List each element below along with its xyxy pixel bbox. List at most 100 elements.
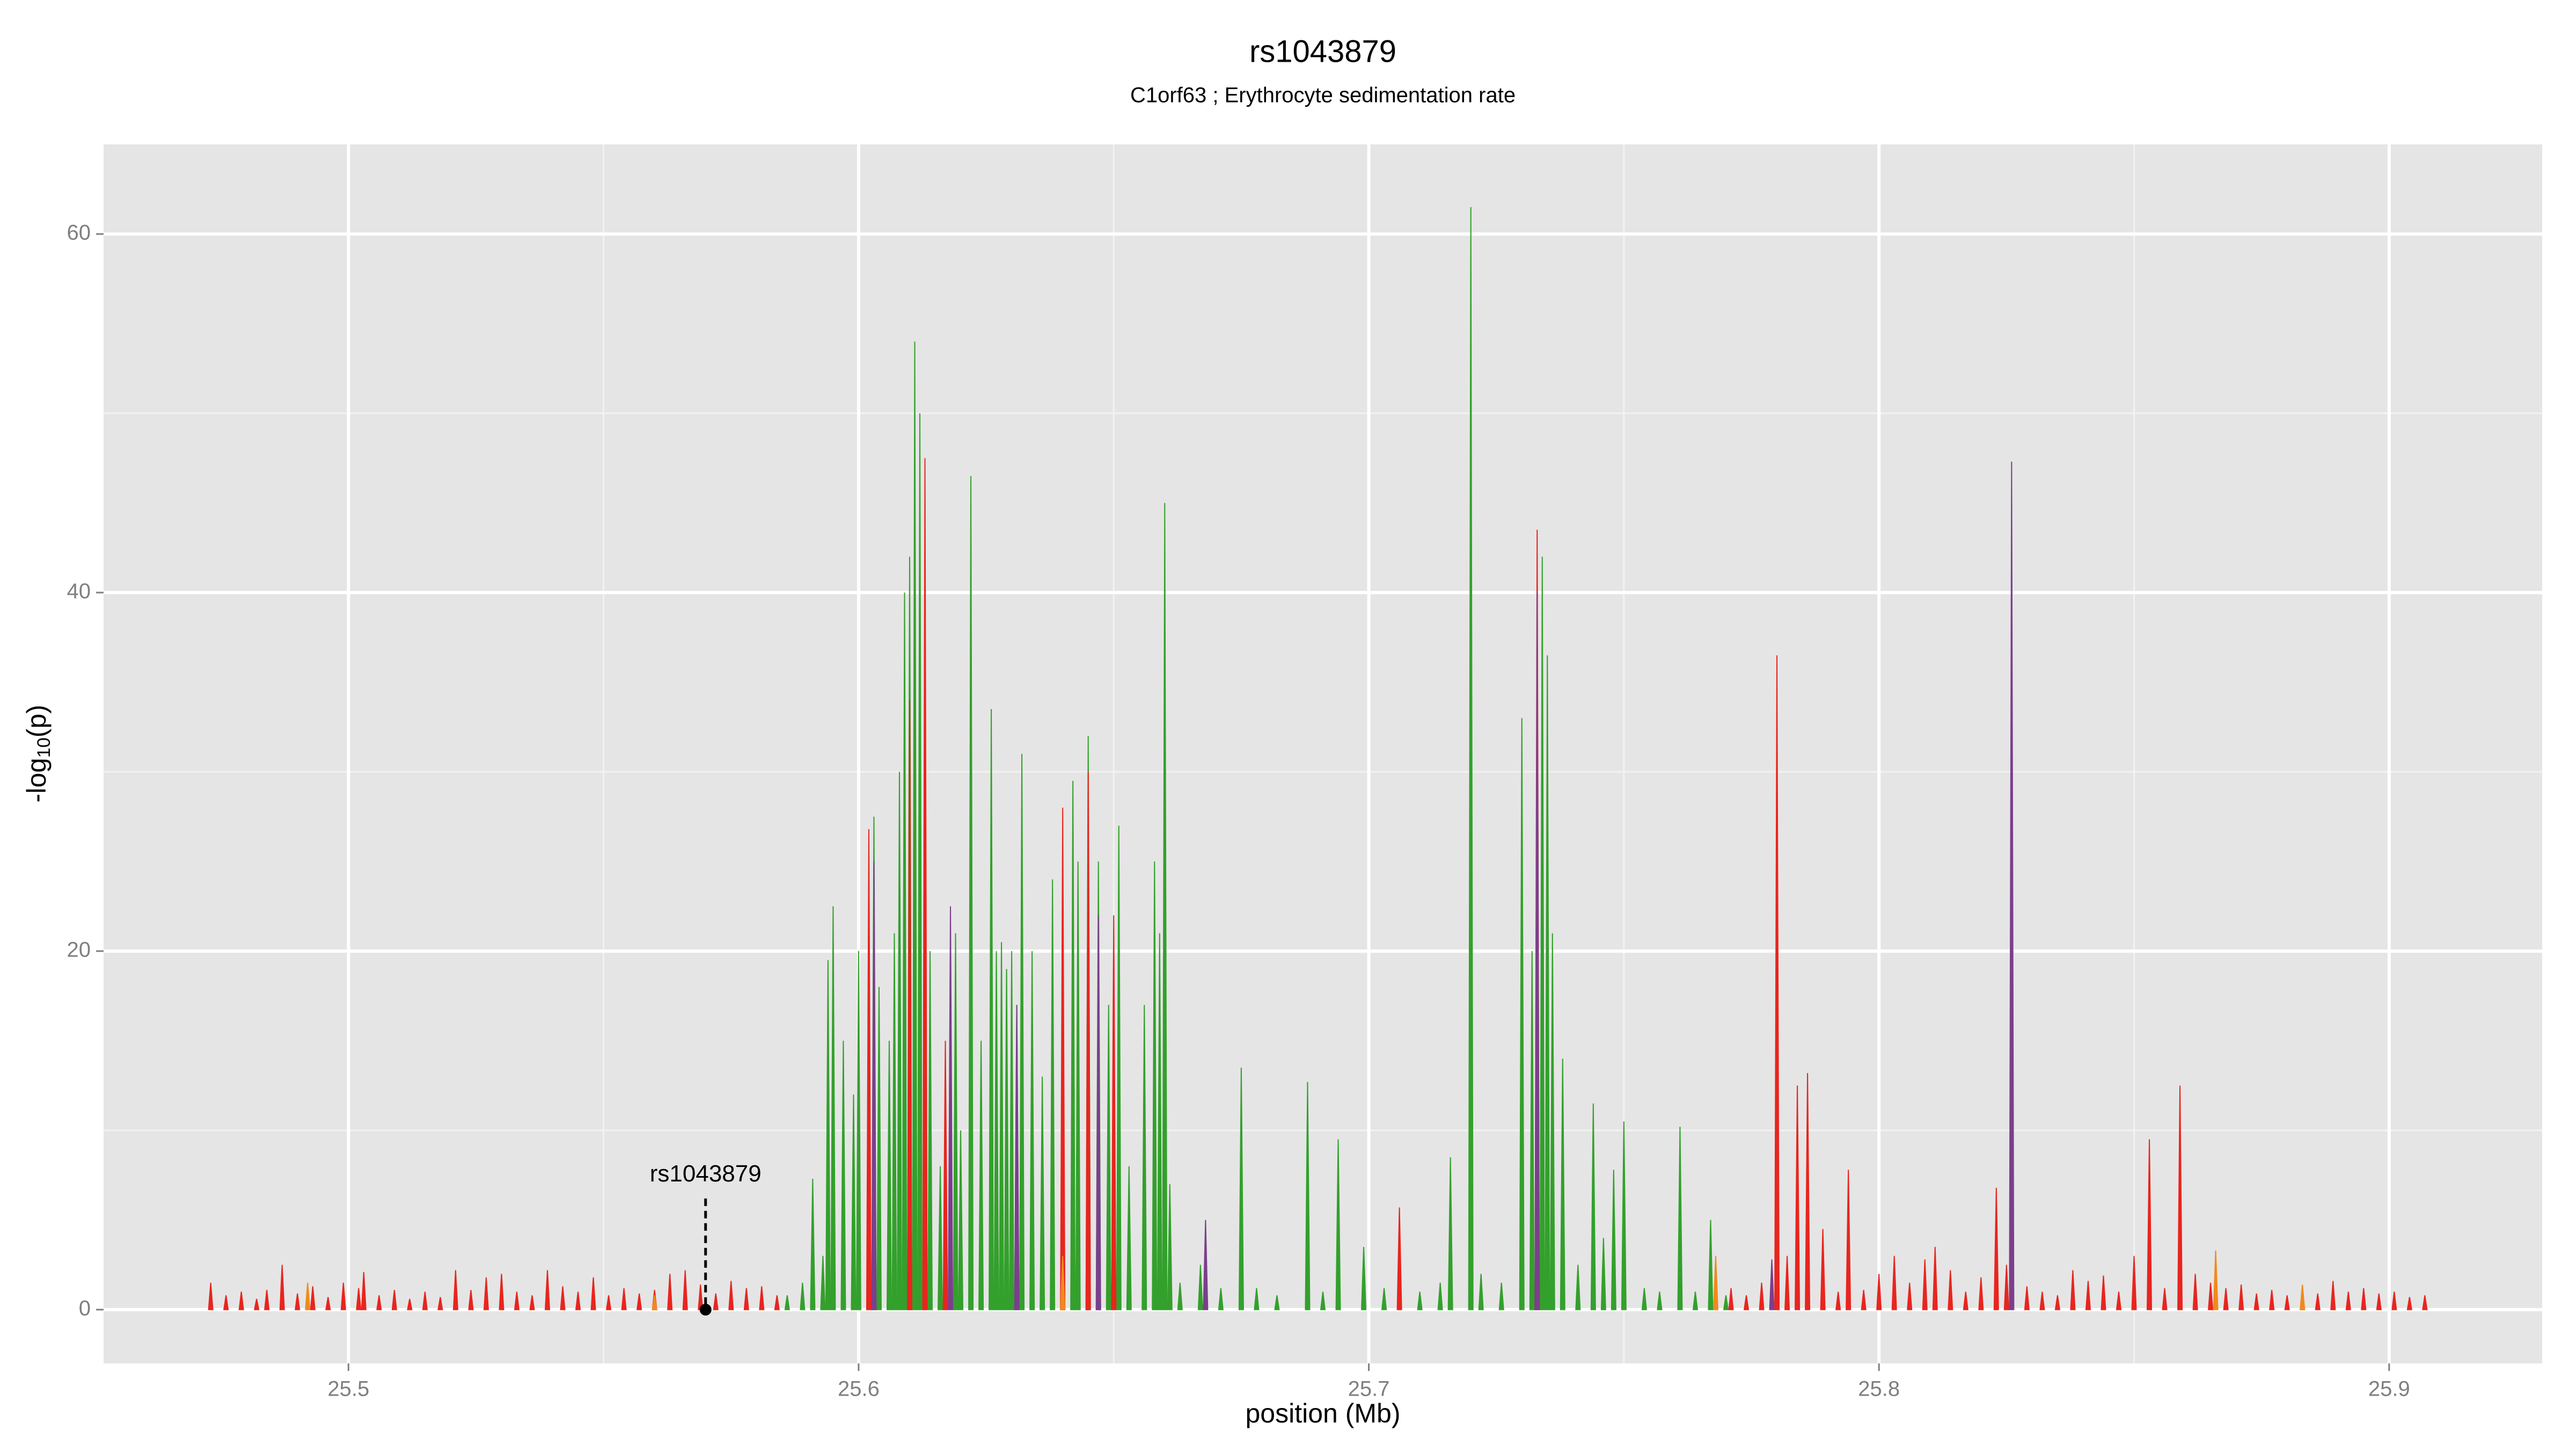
spike <box>917 413 923 1310</box>
spike <box>2422 1295 2428 1310</box>
spike <box>1498 1282 1504 1310</box>
spike <box>1070 780 1076 1310</box>
spike <box>2003 1265 2009 1310</box>
spike <box>1677 1127 1683 1310</box>
spike <box>1141 1005 1147 1310</box>
spike <box>855 951 861 1310</box>
spike <box>2024 1286 2030 1310</box>
spike <box>830 906 836 1310</box>
spike <box>1050 879 1056 1310</box>
spike <box>1468 207 1474 1310</box>
spike <box>1305 1082 1311 1310</box>
spike <box>840 1040 846 1310</box>
y-tick-label: 20 <box>67 938 91 961</box>
spike <box>989 709 994 1310</box>
spike <box>544 1270 551 1310</box>
spike <box>1743 1295 1750 1310</box>
spike <box>713 1293 719 1310</box>
spike <box>958 1130 964 1310</box>
y-axis-label: -log10(p) <box>21 705 54 802</box>
spike <box>1040 1076 1045 1310</box>
spike <box>1993 1187 1999 1310</box>
spike <box>295 1293 301 1310</box>
spike <box>2192 1273 2198 1310</box>
spike <box>1361 1246 1367 1310</box>
chart-subtitle: C1orf63 ; Erythrocyte sedimentation rate <box>1130 84 1516 107</box>
spike <box>800 1282 806 1310</box>
spike <box>1437 1282 1443 1310</box>
spike <box>1238 1067 1244 1310</box>
spike <box>1774 655 1780 1310</box>
spike <box>1549 933 1555 1310</box>
y-label-subscript: 10 <box>34 738 54 758</box>
spike <box>784 1295 791 1310</box>
spike <box>2376 1293 2382 1310</box>
y-label-main: -log <box>21 758 52 802</box>
spike <box>1641 1288 1648 1310</box>
spike <box>820 1256 826 1310</box>
spike <box>2315 1293 2321 1310</box>
spike <box>2147 1139 2153 1310</box>
spike <box>1784 1256 1790 1310</box>
spike <box>953 933 958 1310</box>
spike <box>1657 1292 1663 1310</box>
spike <box>590 1277 596 1310</box>
spike <box>361 1272 367 1310</box>
spike <box>2269 1289 2275 1310</box>
spike <box>1203 1220 1209 1310</box>
spike <box>891 933 897 1310</box>
spike <box>264 1289 270 1310</box>
spike <box>1335 1139 1341 1310</box>
spike <box>810 1178 816 1310</box>
spike <box>468 1289 474 1310</box>
spike <box>529 1295 535 1310</box>
spike <box>774 1295 780 1310</box>
spike <box>253 1298 260 1310</box>
x-tick-label: 25.7 <box>1348 1377 1390 1401</box>
spike <box>1600 1238 1606 1310</box>
spike <box>2213 1250 2219 1310</box>
spike <box>1590 1103 1596 1310</box>
spike <box>922 458 928 1310</box>
spike <box>1692 1292 1699 1310</box>
spike <box>825 960 831 1310</box>
spike <box>2223 1288 2229 1310</box>
spike <box>1545 655 1550 1310</box>
spike <box>310 1286 316 1310</box>
spike <box>871 861 877 1310</box>
spike <box>2009 462 2015 1310</box>
spike <box>1795 1085 1801 1310</box>
spike <box>1111 915 1117 1310</box>
x-tick-label: 25.5 <box>327 1377 369 1401</box>
spike <box>682 1270 688 1310</box>
spike <box>1085 771 1091 1310</box>
spike <box>866 829 872 1310</box>
spike <box>1621 1121 1627 1310</box>
spike <box>1060 1256 1066 1310</box>
spike <box>1519 718 1525 1310</box>
spike <box>1478 1273 1484 1310</box>
spike <box>2177 1085 2183 1310</box>
spike <box>1152 861 1158 1310</box>
spike <box>1417 1292 1423 1310</box>
spike <box>2361 1288 2367 1310</box>
spike <box>1106 1005 1111 1310</box>
spike <box>2391 1292 2397 1310</box>
spike <box>575 1292 581 1310</box>
chart-title: rs1043879 <box>1249 34 1396 69</box>
spike <box>1891 1256 1897 1310</box>
spike <box>1713 1256 1719 1310</box>
spike <box>886 1040 892 1310</box>
spike <box>902 592 908 1310</box>
spike <box>1197 1265 1203 1310</box>
spike <box>2085 1281 2091 1310</box>
spike <box>1708 1220 1714 1310</box>
spike <box>1723 1295 1729 1310</box>
spike <box>1167 1184 1173 1310</box>
spike <box>1805 1072 1811 1310</box>
spike <box>1963 1292 1968 1310</box>
spike <box>993 951 999 1310</box>
spike <box>1861 1289 1867 1310</box>
spike <box>1218 1288 1224 1310</box>
plot-panel <box>104 144 2542 1363</box>
